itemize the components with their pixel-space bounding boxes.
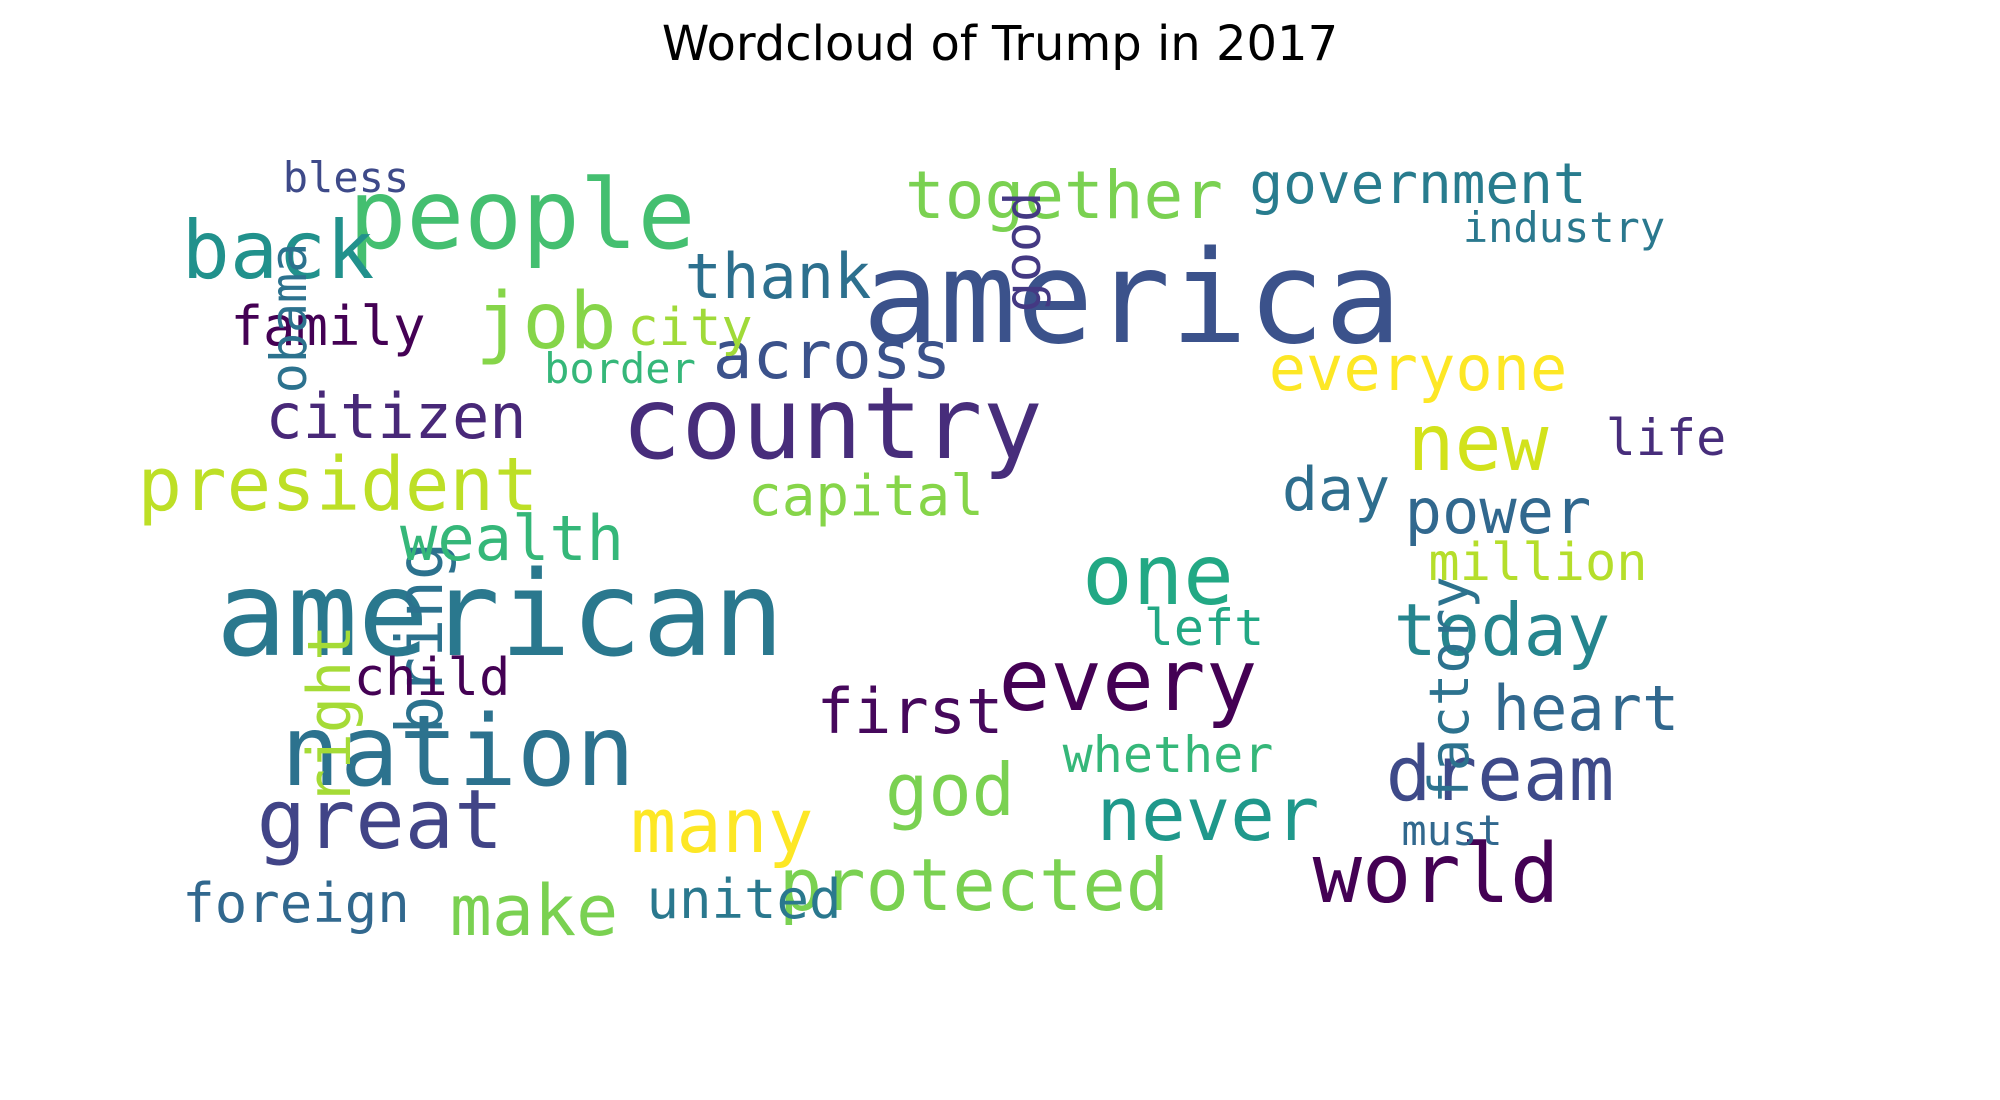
word-border: border: [544, 344, 696, 393]
word-foreign: foreign: [182, 872, 410, 935]
word-today: today: [1394, 588, 1611, 672]
word-together: together: [905, 157, 1223, 234]
word-city: city: [627, 298, 752, 358]
word-new: new: [1408, 399, 1549, 489]
word-god: god: [885, 748, 1015, 832]
word-power: power: [1405, 475, 1592, 548]
word-whether: whether: [1063, 726, 1274, 784]
word-never: never: [1097, 772, 1320, 858]
word-heart: heart: [1493, 672, 1680, 745]
word-family: family: [230, 295, 425, 358]
word-thank: thank: [685, 240, 872, 313]
word-child: child: [354, 648, 511, 708]
word-citizen: citizen: [265, 380, 526, 453]
word-right: right: [295, 625, 365, 806]
word-job: job: [476, 277, 617, 367]
word-protected: protected: [779, 843, 1169, 927]
word-obama: obama: [260, 243, 318, 394]
word-every: every: [999, 631, 1258, 731]
word-life: life: [1606, 409, 1726, 467]
word-day: day: [1282, 455, 1390, 525]
word-make: make: [450, 870, 619, 952]
word-one: one: [1082, 526, 1234, 624]
word-nation: nation: [281, 695, 635, 809]
word-must: must: [1401, 806, 1502, 855]
word-government: government: [1249, 152, 1586, 217]
word-bless: bless: [283, 153, 409, 202]
word-president: president: [138, 442, 539, 528]
word-american: american: [216, 545, 784, 683]
word-dream: dream: [1386, 729, 1615, 818]
word-factory: factory: [1418, 576, 1481, 804]
word-many: many: [630, 781, 813, 870]
word-industry: industry: [1463, 203, 1665, 252]
word-america: america: [862, 224, 1401, 373]
word-world: world: [1313, 827, 1560, 922]
word-wealth: wealth: [400, 502, 624, 575]
word-good: good: [994, 192, 1052, 312]
word-back: back: [182, 204, 375, 297]
chart-title: Wordcloud of Trump in 2017: [661, 16, 1339, 72]
word-bring: bring: [384, 542, 458, 735]
word-country: country: [621, 365, 1042, 482]
word-capital: capital: [748, 464, 984, 529]
word-everyone: everyone: [1269, 332, 1568, 405]
word-across: across: [713, 317, 951, 394]
word-people: people: [349, 159, 696, 271]
word-million: million: [1428, 533, 1647, 593]
word-united: united: [646, 868, 841, 931]
word-first: first: [817, 675, 1004, 748]
word-great: great: [257, 773, 504, 868]
word-left: left: [1144, 599, 1264, 657]
